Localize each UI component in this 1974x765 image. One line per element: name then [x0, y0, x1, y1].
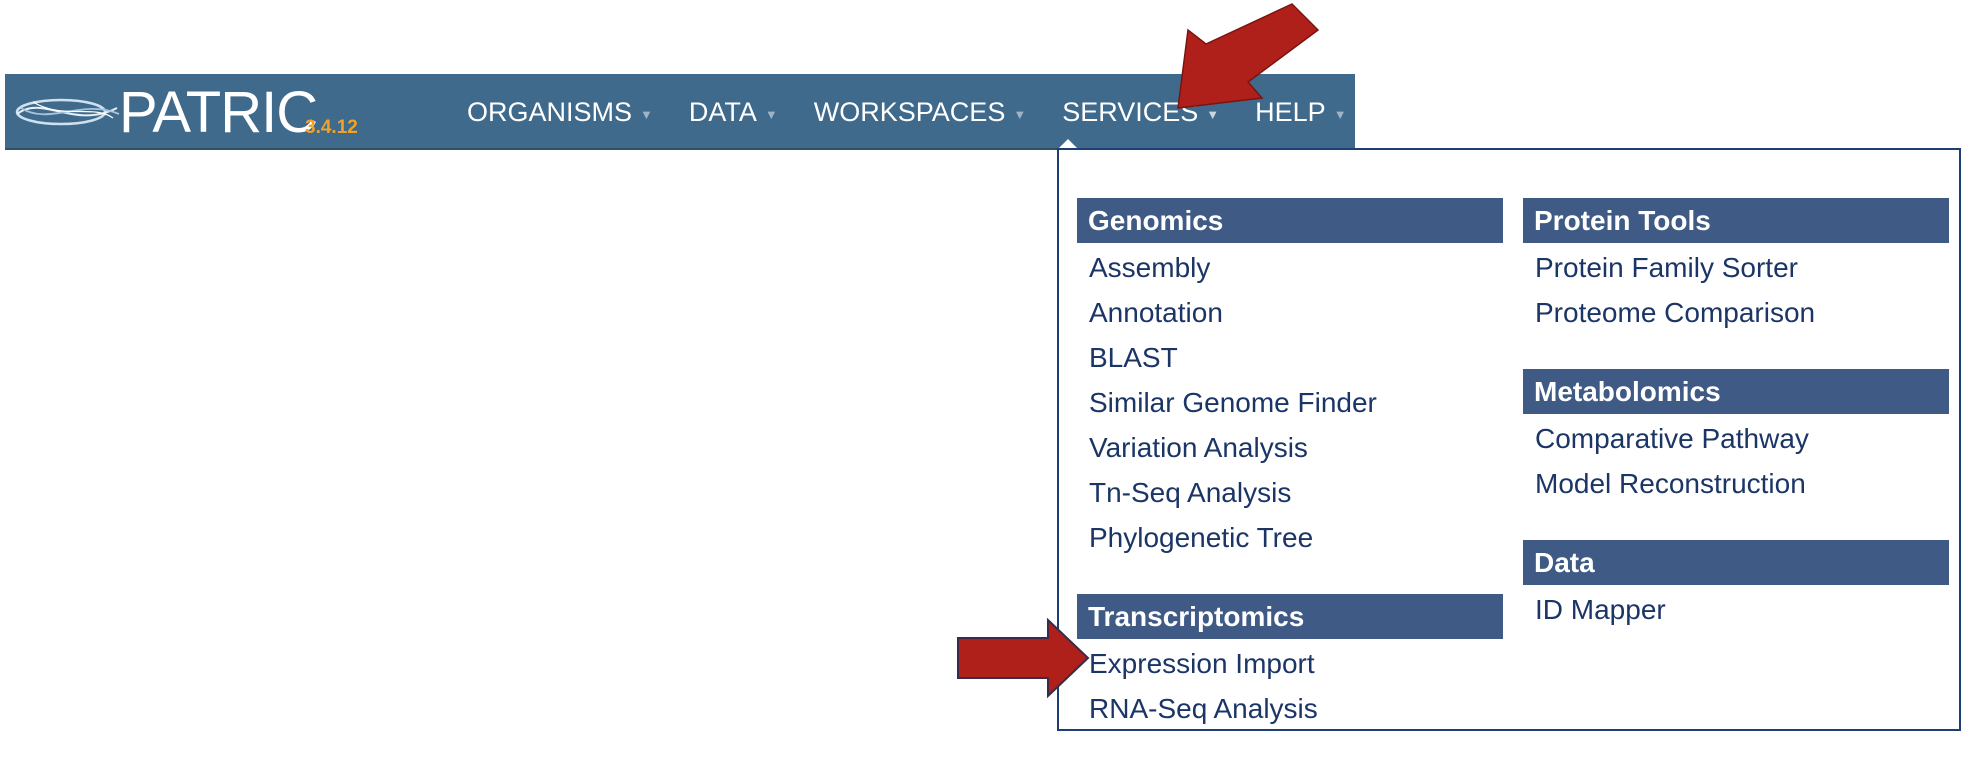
top-navbar: PATRIC 3.4.12 ORGANISMS ▼ DATA ▼ WORKSPA…: [5, 74, 1355, 150]
services-dropdown: Genomics Assembly Annotation BLAST Simil…: [1057, 148, 1961, 731]
caret-down-icon: ▼: [1013, 106, 1027, 122]
section-protein-tools: Protein Tools Protein Family Sorter Prot…: [1523, 198, 1949, 335]
menu-item-similar-genome-finder[interactable]: Similar Genome Finder: [1089, 387, 1377, 418]
menu-item-annotation[interactable]: Annotation: [1089, 297, 1223, 328]
menu-item-variation-analysis[interactable]: Variation Analysis: [1089, 432, 1308, 463]
patric-logo[interactable]: PATRIC 3.4.12: [13, 80, 373, 145]
annotation-arrow-icon: [1177, 3, 1320, 109]
menu-item-model-reconstruction[interactable]: Model Reconstruction: [1535, 468, 1806, 499]
logo-text: PATRIC: [119, 80, 318, 145]
menu-item-id-mapper[interactable]: ID Mapper: [1535, 594, 1666, 625]
main-nav: ORGANISMS ▼ DATA ▼ WORKSPACES ▼ SERVICES…: [467, 74, 1383, 150]
caret-down-icon: ▼: [764, 106, 778, 122]
menu-item-expression-import[interactable]: Expression Import: [1089, 648, 1315, 679]
section-data: Data ID Mapper: [1523, 540, 1949, 632]
menu-item-protein-family-sorter[interactable]: Protein Family Sorter: [1535, 252, 1798, 283]
nav-organisms-label: ORGANISMS: [467, 96, 633, 127]
caret-down-icon: ▼: [640, 106, 653, 122]
caret-down-icon: ▼: [1206, 106, 1220, 122]
section-metabolomics: Metabolomics Comparative Pathway Model R…: [1523, 369, 1949, 506]
section-transcriptomics: Transcriptomics Expression Import RNA-Se…: [1077, 594, 1503, 731]
dropdown-pointer: [1058, 139, 1078, 149]
menu-item-tn-seq-analysis[interactable]: Tn-Seq Analysis: [1089, 477, 1292, 508]
menu-item-proteome-comparison[interactable]: Proteome Comparison: [1535, 297, 1816, 328]
nav-data-label: DATA: [688, 96, 757, 127]
nav-help[interactable]: HELP ▼: [1255, 74, 1346, 150]
menu-item-phylogenetic-tree[interactable]: Phylogenetic Tree: [1089, 522, 1314, 553]
services-right-column: Protein Tools Protein Family Sorter Prot…: [1523, 198, 1949, 666]
annotation-arrow-icon: [957, 618, 1090, 698]
section-header-data: Data: [1523, 540, 1949, 585]
menu-item-assembly[interactable]: Assembly: [1089, 252, 1211, 283]
menu-item-rna-seq-analysis[interactable]: RNA-Seq Analysis: [1089, 693, 1318, 724]
caret-down-icon: ▼: [1333, 106, 1347, 122]
nav-workspaces-label: WORKSPACES: [813, 96, 1006, 127]
section-header-protein-tools: Protein Tools: [1523, 198, 1949, 243]
nav-services-label: SERVICES: [1062, 96, 1199, 127]
nav-services[interactable]: SERVICES ▼: [1062, 74, 1219, 150]
version-label: 3.4.12: [305, 117, 358, 138]
nav-workspaces[interactable]: WORKSPACES ▼: [814, 74, 1026, 150]
section-genomics: Genomics Assembly Annotation BLAST Simil…: [1077, 198, 1503, 560]
nav-organisms[interactable]: ORGANISMS ▼: [467, 74, 653, 150]
nav-help-label: HELP: [1255, 96, 1326, 127]
section-header-metabolomics: Metabolomics: [1523, 369, 1949, 414]
menu-item-comparative-pathway[interactable]: Comparative Pathway: [1535, 423, 1809, 454]
section-header-genomics: Genomics: [1077, 198, 1503, 243]
menu-item-blast[interactable]: BLAST: [1089, 342, 1178, 373]
services-left-column: Genomics Assembly Annotation BLAST Simil…: [1077, 198, 1503, 765]
logo-swirl-icon: [15, 98, 120, 126]
section-header-transcriptomics: Transcriptomics: [1077, 594, 1503, 639]
nav-data[interactable]: DATA ▼: [689, 74, 778, 150]
